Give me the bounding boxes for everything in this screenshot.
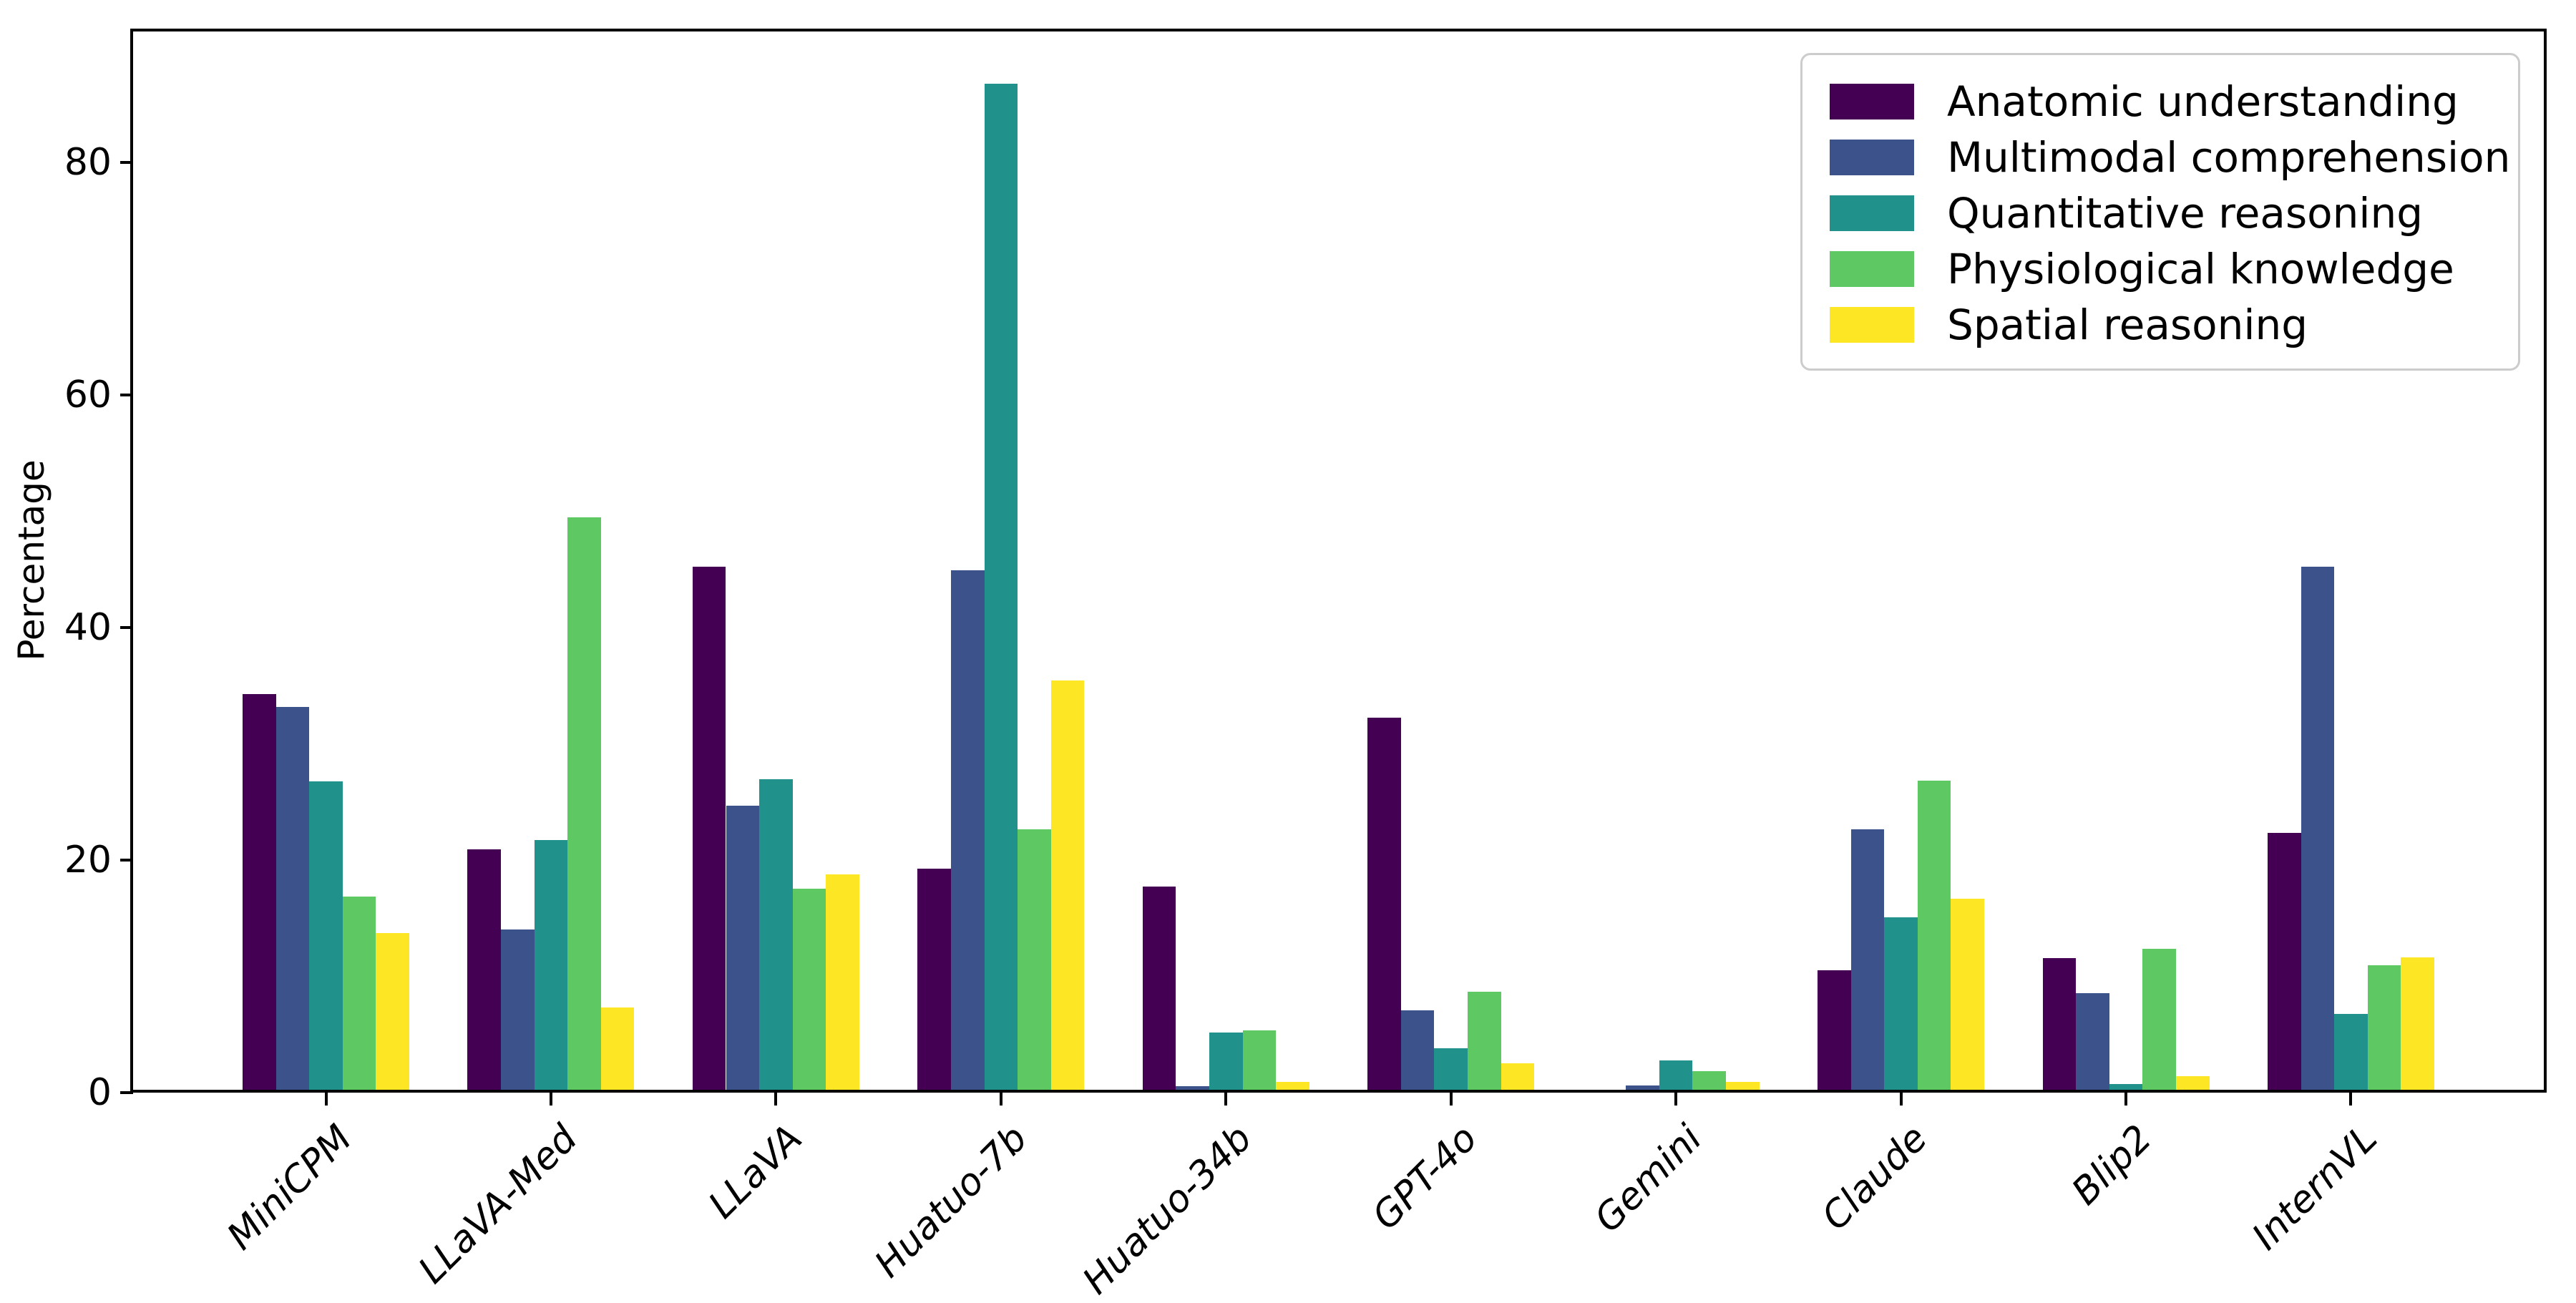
bar-GPT-4o-spatial-reasoning <box>1501 1063 1535 1090</box>
bar-GPT-4o-quantitative-reasoning <box>1434 1048 1468 1090</box>
y-tick-label: 40 <box>64 605 112 649</box>
y-tick-mark <box>120 858 133 862</box>
x-tick-label-huatuo-34b: Huatuo-34b <box>1075 1117 1261 1303</box>
bar-Huatuo-7b-multimodal-comprehension <box>950 570 985 1090</box>
bar-Claude-quantitative-reasoning <box>1884 917 1918 1090</box>
y-tick-mark <box>120 625 133 629</box>
bar-GPT-4o-physiological-knowledge <box>1468 992 1501 1090</box>
bar-InternVL-anatomic-understanding <box>2267 832 2301 1090</box>
x-tick-label-gpt-4o: GPT-4o <box>1364 1117 1486 1239</box>
legend-label: Anatomic understanding <box>1947 77 2459 126</box>
bar-MiniCPM-multimodal-comprehension <box>275 707 310 1090</box>
legend-item: Anatomic understanding <box>1802 74 2518 130</box>
x-tick-label-gemini: Gemini <box>1586 1117 1711 1241</box>
bar-Huatuo-34b-multimodal-comprehension <box>1176 1086 1209 1090</box>
x-tick-mark <box>1899 1093 1903 1106</box>
bar-Huatuo-7b-quantitative-reasoning <box>984 84 1018 1090</box>
bar-Claude-anatomic-understanding <box>1818 970 1851 1090</box>
bar-InternVL-physiological-knowledge <box>2367 965 2401 1090</box>
x-tick-mark <box>1224 1093 1228 1106</box>
legend-label: Multimodal comprehension <box>1947 133 2511 182</box>
bar-Blip2-quantitative-reasoning <box>2109 1083 2143 1090</box>
y-tick-mark <box>120 160 133 164</box>
x-tick-mark <box>549 1093 552 1106</box>
bar-LLaVA-Med-spatial-reasoning <box>600 1007 635 1090</box>
bar-GPT-4o-multimodal-comprehension <box>1400 1010 1435 1090</box>
legend-label: Quantitative reasoning <box>1947 189 2424 238</box>
bar-Claude-multimodal-comprehension <box>1850 829 1885 1090</box>
x-tick-label-claude: Claude <box>1813 1117 1936 1239</box>
legend-label: Spatial reasoning <box>1947 301 2308 349</box>
y-tick-label: 60 <box>64 373 112 416</box>
x-tick-mark <box>1674 1093 1678 1106</box>
bar-Gemini-physiological-knowledge <box>1692 1071 1727 1090</box>
x-tick-label-minicpm: MiniCPM <box>219 1117 361 1259</box>
bar-Blip2-spatial-reasoning <box>2175 1075 2210 1090</box>
legend: Anatomic understanding Multimodal compreh… <box>1800 53 2520 371</box>
x-tick-label-internvl: InternVL <box>2244 1117 2386 1259</box>
bar-Gemini-spatial-reasoning <box>1726 1081 1760 1090</box>
bar-LLaVA-physiological-knowledge <box>792 888 826 1090</box>
legend-item: Quantitative reasoning <box>1802 185 2518 241</box>
bar-MiniCPM-spatial-reasoning <box>376 932 409 1090</box>
y-tick-mark <box>120 393 133 396</box>
bar-LLaVA-Med-anatomic-understanding <box>467 849 502 1090</box>
bar-Gemini-quantitative-reasoning <box>1659 1060 1693 1090</box>
bar-Gemini-multimodal-comprehension <box>1626 1085 1659 1090</box>
x-tick-mark <box>999 1093 1002 1106</box>
bar-LLaVA-multimodal-comprehension <box>726 806 760 1090</box>
bar-Claude-physiological-knowledge <box>1917 780 1951 1090</box>
bar-Blip2-multimodal-comprehension <box>2076 993 2109 1090</box>
y-tick-label: 20 <box>64 838 112 882</box>
bar-Huatuo-34b-physiological-knowledge <box>1242 1030 1277 1090</box>
legend-item: Multimodal comprehension <box>1802 130 2518 185</box>
legend-swatch-icon <box>1830 140 1914 175</box>
bar-MiniCPM-quantitative-reasoning <box>309 781 343 1090</box>
bar-InternVL-spatial-reasoning <box>2401 957 2434 1090</box>
y-axis: 0 20 40 60 80 <box>0 31 133 1114</box>
bar-LLaVA-spatial-reasoning <box>826 874 859 1090</box>
bar-LLaVA-quantitative-reasoning <box>759 779 793 1090</box>
bar-Huatuo-34b-quantitative-reasoning <box>1209 1033 1243 1090</box>
bar-Blip2-physiological-knowledge <box>2142 949 2176 1090</box>
legend-swatch-icon <box>1830 307 1914 343</box>
y-tick-label: 0 <box>87 1071 112 1114</box>
bar-Huatuo-7b-anatomic-understanding <box>917 869 951 1090</box>
y-tick-label: 80 <box>64 140 112 184</box>
x-tick-label-blip2: Blip2 <box>2064 1117 2161 1214</box>
bar-LLaVA-Med-quantitative-reasoning <box>534 839 568 1090</box>
x-tick-mark <box>2349 1093 2353 1106</box>
y-tick-mark <box>120 1091 133 1094</box>
bar-Huatuo-7b-physiological-knowledge <box>1018 829 1051 1090</box>
x-tick-mark <box>774 1093 778 1106</box>
x-tick-label-llava-med: LLaVA-Med <box>410 1117 586 1292</box>
bar-Huatuo-34b-spatial-reasoning <box>1276 1081 1309 1090</box>
bar-InternVL-quantitative-reasoning <box>2334 1014 2368 1090</box>
bar-LLaVA-Med-physiological-knowledge <box>567 517 601 1090</box>
bar-Huatuo-7b-spatial-reasoning <box>1050 680 1085 1090</box>
bar-Huatuo-34b-anatomic-understanding <box>1142 886 1176 1090</box>
x-tick-label-huatuo-7b: Huatuo-7b <box>867 1117 1036 1287</box>
legend-item: Physiological knowledge <box>1802 241 2518 297</box>
bar-GPT-4o-anatomic-understanding <box>1367 717 1401 1090</box>
bar-InternVL-multimodal-comprehension <box>2301 566 2335 1090</box>
x-axis: MiniCPM LLaVA-Med LLaVA Huatuo-7b Huatuo-34b… <box>133 1093 2544 1303</box>
x-tick-mark <box>2124 1093 2128 1106</box>
bar-MiniCPM-physiological-knowledge <box>342 897 376 1090</box>
legend-swatch-icon <box>1830 251 1914 287</box>
bar-MiniCPM-anatomic-understanding <box>243 694 276 1090</box>
bar-LLaVA-Med-multimodal-comprehension <box>501 929 535 1090</box>
legend-item: Spatial reasoning <box>1802 297 2518 353</box>
bar-Blip2-anatomic-understanding <box>2042 958 2077 1090</box>
x-tick-label-llava: LLaVA <box>701 1117 811 1227</box>
bar-LLaVA-anatomic-understanding <box>692 566 726 1090</box>
bars-layer <box>133 31 2544 1090</box>
legend-label: Physiological knowledge <box>1947 245 2454 293</box>
legend-swatch-icon <box>1830 84 1914 119</box>
bar-Claude-spatial-reasoning <box>1951 899 1985 1090</box>
x-tick-mark <box>324 1093 328 1106</box>
legend-swatch-icon <box>1830 195 1914 231</box>
x-tick-mark <box>1449 1093 1453 1106</box>
